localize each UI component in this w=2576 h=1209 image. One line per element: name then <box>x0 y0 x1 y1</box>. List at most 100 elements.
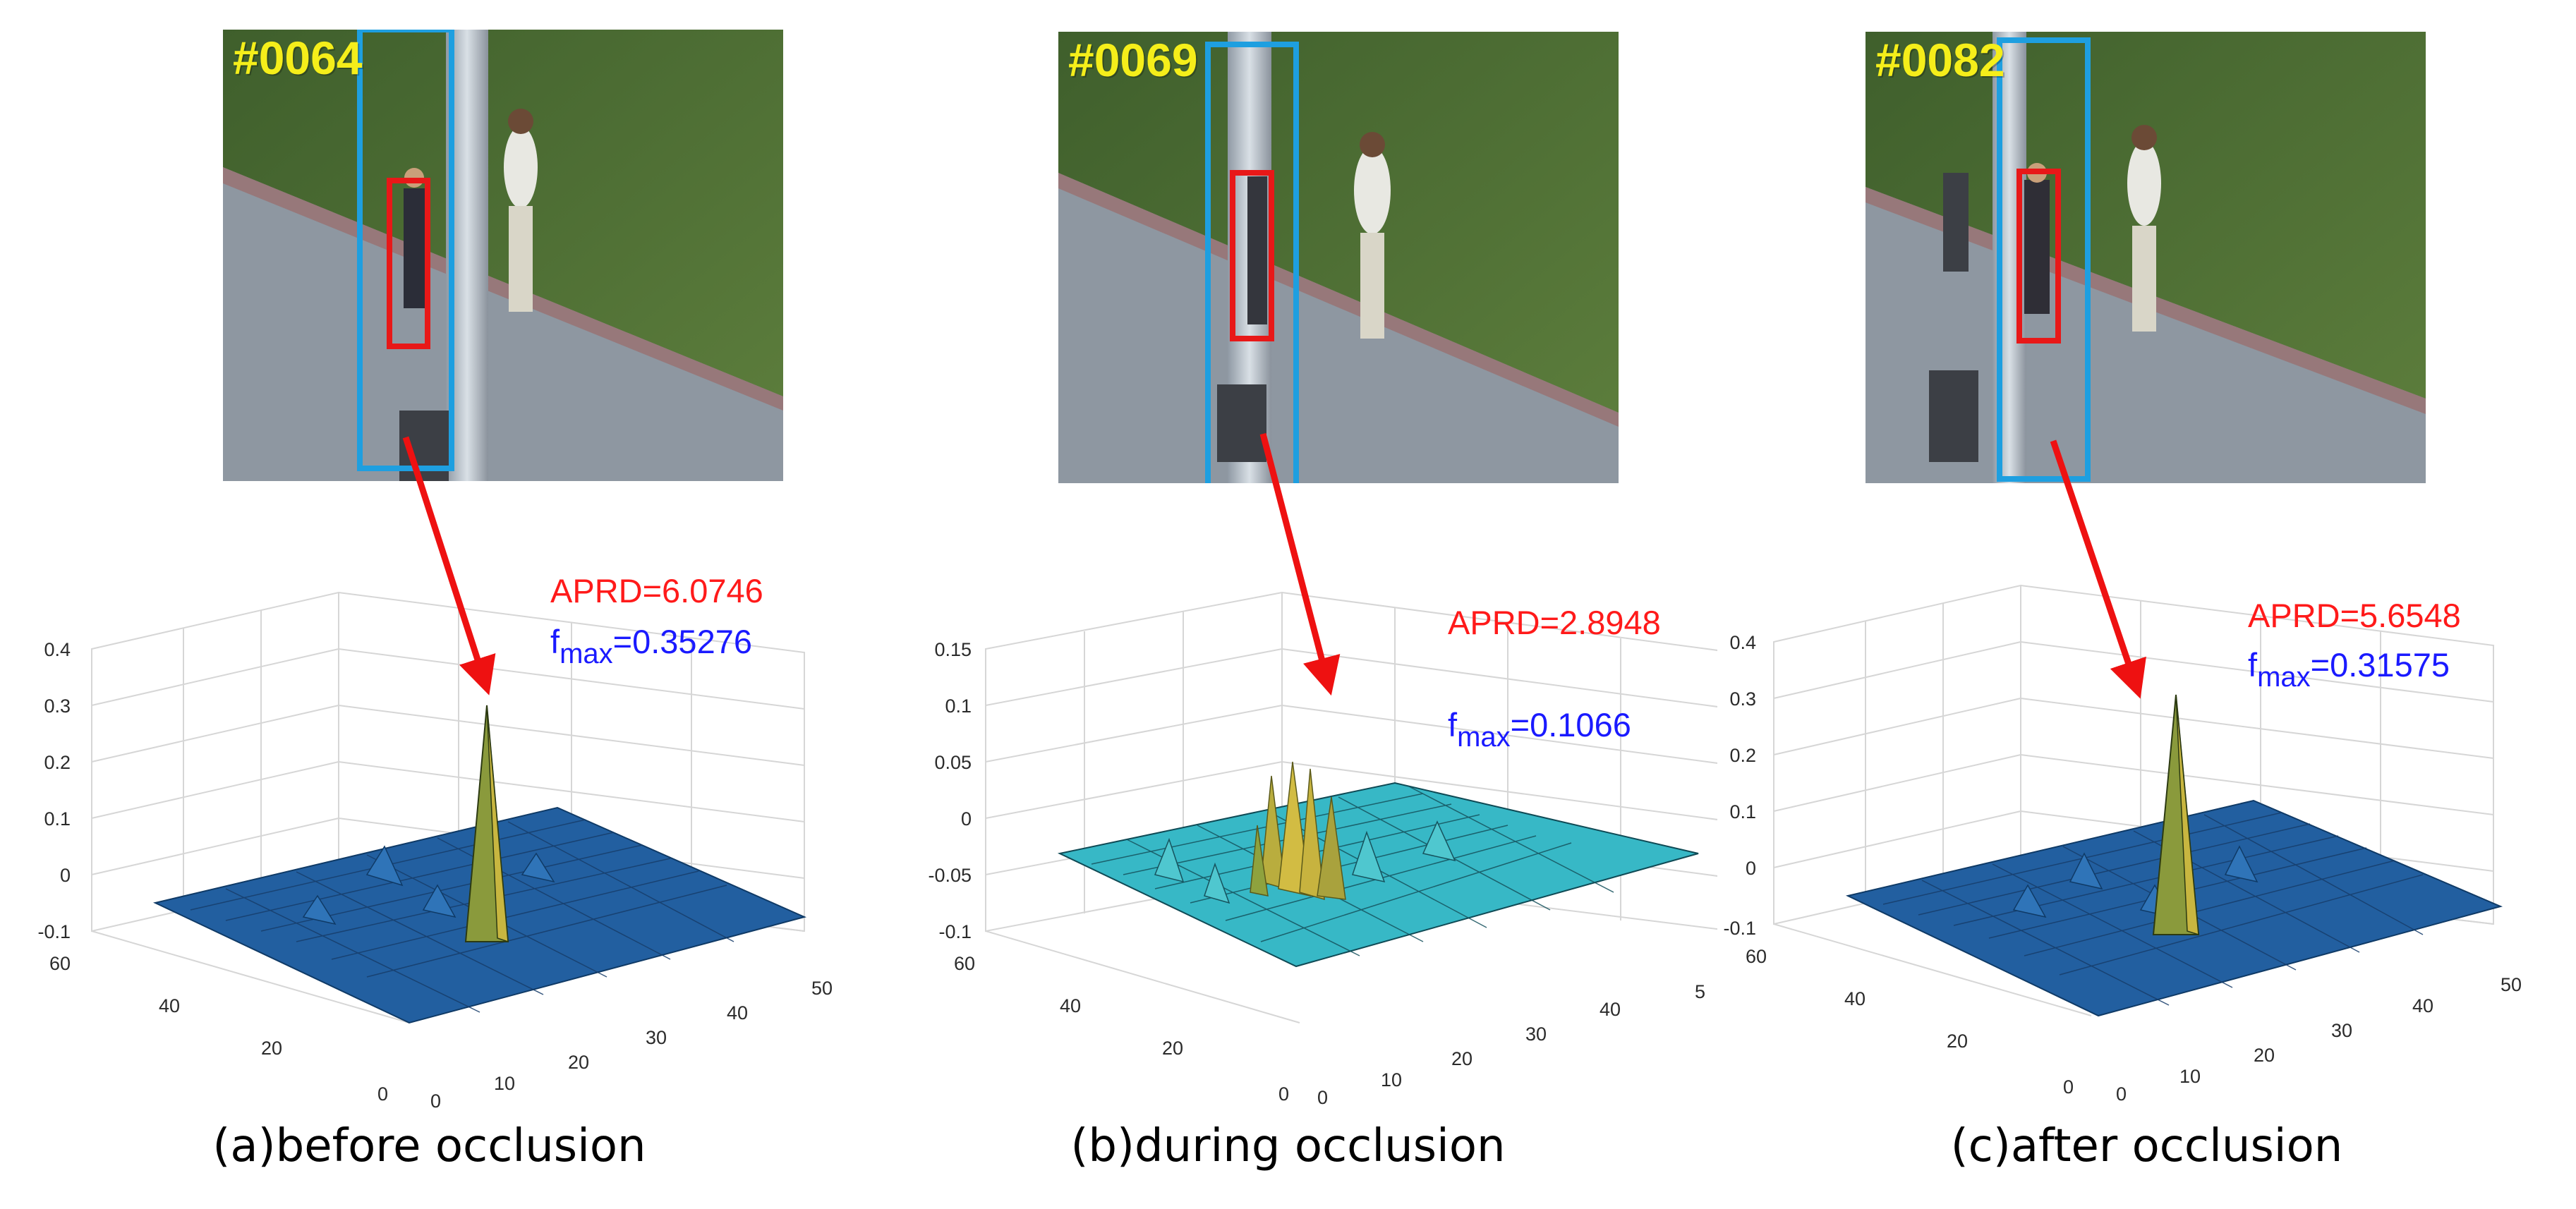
y-tick: 60 <box>954 953 975 974</box>
y-tick: 60 <box>49 953 71 974</box>
z-tick: 0.1 <box>945 695 972 717</box>
z-tick: 0.3 <box>1729 688 1756 710</box>
x-tick: 30 <box>2331 1020 2352 1041</box>
y-tick: 20 <box>1162 1038 1183 1059</box>
aprd-value: APRD=2.8948 <box>1448 604 1661 641</box>
fmax-subscript: max <box>1457 722 1511 753</box>
y-tick: 0 <box>2063 1076 2074 1098</box>
surface-plot-svg: 0.15 0.1 0.05 0 -0.05 -0.1 60 40 20 0 0 … <box>928 591 1717 1108</box>
fmax-value: =0.1066 <box>1510 706 1631 743</box>
fmax-label: fmax=0.1066 <box>1448 705 1631 753</box>
y-axis-ticks: 60 40 20 0 <box>1746 946 2074 1098</box>
aprd-value: APRD=5.6548 <box>2248 597 2461 634</box>
z-tick: 0.2 <box>1729 745 1756 766</box>
z-tick: 0.4 <box>1729 632 1756 653</box>
surface-plot-svg: 0.4 0.3 0.2 0.1 0 -0.1 60 40 20 0 0 10 2… <box>37 591 833 1112</box>
y-tick: 20 <box>1947 1031 1968 1052</box>
scene-illustration <box>1866 32 2426 483</box>
y-tick: 60 <box>1746 946 1767 967</box>
fmax-value: =0.35276 <box>612 623 752 660</box>
fmax-value: =0.31575 <box>2310 646 2450 684</box>
z-axis-ticks: 0.4 0.3 0.2 0.1 0 -0.1 <box>37 639 71 942</box>
x-tick: 5 <box>1695 981 1705 1002</box>
fmax-label: fmax=0.31575 <box>2248 645 2450 693</box>
x-tick: 40 <box>2412 995 2433 1016</box>
fmax-symbol: f <box>1448 706 1458 743</box>
z-tick: 0.05 <box>934 752 972 773</box>
z-axis-ticks: 0.4 0.3 0.2 0.1 0 -0.1 <box>1723 632 1756 939</box>
fmax-symbol: f <box>2248 646 2258 684</box>
frame-number-label: #0064 <box>233 32 363 84</box>
z-axis-ticks: 0.15 0.1 0.05 0 -0.05 -0.1 <box>928 639 972 942</box>
y-axis-ticks: 60 40 20 0 <box>49 953 388 1105</box>
x-tick: 20 <box>2254 1045 2275 1066</box>
z-tick: 0.1 <box>44 808 71 830</box>
x-tick: 50 <box>811 978 833 999</box>
z-tick: 0.15 <box>934 639 972 660</box>
x-tick: 10 <box>2179 1066 2201 1087</box>
video-frame-photo: #0082 <box>1866 32 2426 483</box>
y-axis-ticks: 60 40 20 0 <box>954 953 1289 1105</box>
response-peaks <box>1250 761 1346 901</box>
x-tick: 10 <box>1381 1069 1402 1090</box>
y-tick: 40 <box>1060 995 1081 1016</box>
panel-b: #0069 <box>859 0 1717 1209</box>
z-tick: 0 <box>1746 858 1756 879</box>
plot-box-gridlines <box>1773 584 2494 1016</box>
fmax-symbol: f <box>550 623 560 660</box>
video-frame-photo: #0069 <box>1058 32 1619 483</box>
fmax-label: fmax=0.35276 <box>550 622 752 670</box>
scene-illustration <box>223 30 783 481</box>
x-tick: 40 <box>1600 999 1621 1020</box>
z-tick: -0.05 <box>928 865 972 886</box>
x-tick: 40 <box>727 1002 748 1023</box>
z-tick: 0 <box>961 808 972 830</box>
tracker-bounding-box <box>1205 42 1299 483</box>
z-tick: -0.1 <box>37 921 71 942</box>
x-tick: 0 <box>1317 1087 1328 1108</box>
surface-plot-svg: 0.4 0.3 0.2 0.1 0 -0.1 60 40 20 0 0 10 2… <box>1723 584 2522 1105</box>
tracker-bounding-box <box>1997 37 2091 482</box>
frame-number-label: #0069 <box>1068 34 1198 86</box>
x-axis-ticks: 0 10 20 30 40 50 <box>2116 974 2522 1105</box>
x-tick: 10 <box>494 1073 515 1094</box>
y-tick: 0 <box>377 1083 388 1105</box>
target-bounding-box <box>2016 169 2061 344</box>
z-tick: 0.4 <box>44 639 71 660</box>
x-tick: 20 <box>568 1052 589 1073</box>
z-tick: -0.1 <box>938 921 972 942</box>
y-tick: 40 <box>1844 988 1866 1009</box>
response-surface-plot: 0.4 0.3 0.2 0.1 0 -0.1 60 40 20 0 0 10 2… <box>1717 543 2576 1143</box>
fmax-subscript: max <box>2257 662 2311 693</box>
panel-c: #0082 <box>1717 0 2576 1209</box>
z-tick: 0.1 <box>1729 801 1756 822</box>
z-tick: 0 <box>60 865 71 886</box>
z-tick: -0.1 <box>1723 918 1756 939</box>
target-bounding-box <box>1230 170 1274 341</box>
panel-caption: (a)before occlusion <box>212 1120 646 1172</box>
panel-caption: (c)after occlusion <box>1950 1120 2343 1172</box>
x-tick: 20 <box>1451 1048 1473 1069</box>
y-tick: 0 <box>1278 1083 1289 1105</box>
y-tick: 40 <box>159 995 180 1016</box>
x-axis-ticks: 0 10 20 30 40 5 <box>1317 981 1705 1108</box>
z-tick: 0.2 <box>44 752 71 773</box>
x-tick: 50 <box>2501 974 2522 995</box>
x-tick: 0 <box>2116 1083 2127 1105</box>
x-tick: 30 <box>646 1027 667 1048</box>
response-surface-plot: 0.15 0.1 0.05 0 -0.05 -0.1 60 40 20 0 0 … <box>859 543 1717 1143</box>
x-axis-ticks: 0 10 20 30 40 50 <box>430 978 833 1112</box>
panel-caption: (b)during occlusion <box>1070 1120 1506 1172</box>
target-bounding-box <box>387 178 430 349</box>
scene-illustration <box>1058 32 1619 483</box>
x-tick: 0 <box>430 1090 441 1112</box>
video-frame-photo: #0064 <box>223 30 783 481</box>
panel-a: #0064 <box>0 0 859 1209</box>
y-tick: 20 <box>261 1038 282 1059</box>
z-tick: 0.3 <box>44 695 71 717</box>
response-surface-plot: 0.4 0.3 0.2 0.1 0 -0.1 60 40 20 0 0 10 2… <box>0 543 859 1143</box>
fmax-subscript: max <box>560 638 613 669</box>
aprd-value: APRD=6.0746 <box>550 572 763 609</box>
frame-number-label: #0082 <box>1875 34 2005 86</box>
x-tick: 30 <box>1525 1023 1547 1045</box>
